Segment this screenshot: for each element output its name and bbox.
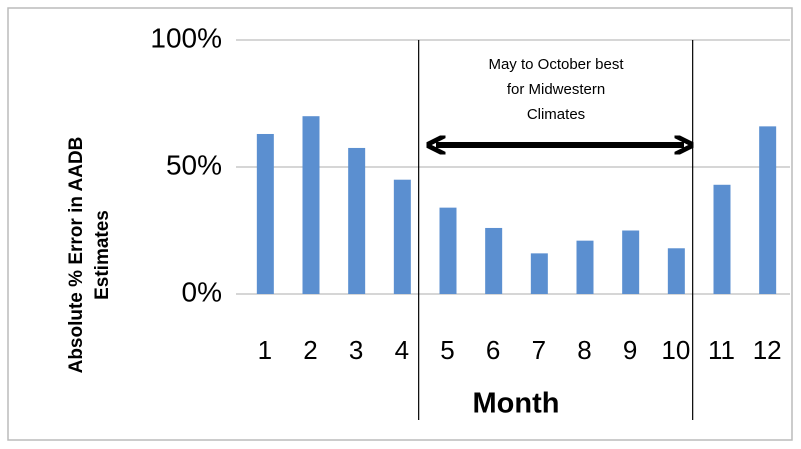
bar bbox=[622, 230, 640, 294]
bar bbox=[667, 248, 685, 294]
x-tick-label: 8 bbox=[577, 335, 591, 365]
y-tick-label: 100% bbox=[150, 22, 222, 53]
annotation: for Midwestern bbox=[507, 81, 605, 98]
bar bbox=[485, 227, 503, 294]
bar bbox=[530, 253, 548, 294]
y-tick-label: 50% bbox=[166, 149, 222, 180]
x-tick-label: 11 bbox=[708, 335, 735, 365]
bar bbox=[256, 133, 274, 294]
bar bbox=[302, 116, 320, 294]
annotation: Climates bbox=[527, 106, 585, 123]
x-tick-label: 1 bbox=[258, 335, 272, 365]
x-tick-label: 2 bbox=[303, 335, 317, 365]
bar bbox=[713, 184, 731, 294]
y-axis-label: Absolute % Error in AADB bbox=[66, 137, 87, 374]
x-tick-label: 10 bbox=[661, 335, 690, 365]
x-tick-label: 7 bbox=[532, 335, 546, 365]
x-axis-label: Month bbox=[473, 388, 560, 420]
grid-layer bbox=[236, 39, 790, 295]
annotation: May to October best bbox=[488, 56, 624, 73]
x-tick-label: 12 bbox=[753, 335, 782, 365]
bar bbox=[576, 240, 594, 294]
bar bbox=[393, 179, 411, 294]
y-tick-label: 0% bbox=[182, 276, 222, 307]
chart-frame bbox=[7, 7, 793, 441]
x-tick-label: 3 bbox=[349, 335, 363, 365]
bar bbox=[759, 126, 777, 294]
y-axis-label: Estimates bbox=[92, 210, 113, 300]
x-tick-label: 6 bbox=[486, 335, 500, 365]
bar bbox=[439, 207, 457, 294]
x-tick-label: 9 bbox=[623, 335, 637, 365]
x-tick-label: 4 bbox=[395, 335, 409, 365]
x-tick-label: 5 bbox=[440, 335, 454, 365]
bar bbox=[348, 147, 366, 294]
